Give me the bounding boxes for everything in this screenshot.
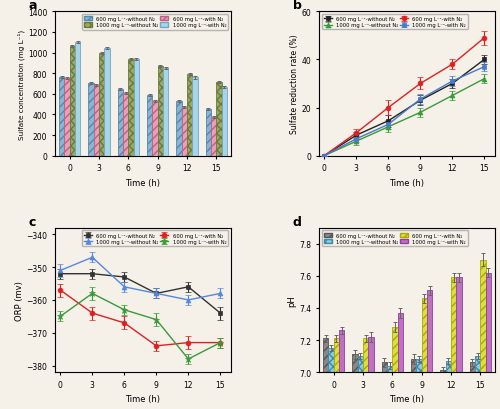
Bar (451, 278, 456, 409)
Legend: 600 mg L⁻¹-without N₂, 1000 mg L⁻¹-without N₂, 600 mg L⁻¹-with N₂, 1000 mg L⁻¹-w: 600 mg L⁻¹-without N₂, 1000 mg L⁻¹-witho… (82, 231, 229, 246)
Legend: 600 mg L⁻¹-without N₂, 1000 mg L⁻¹-without N₂, 600 mg L⁻¹-with N₂, 1000 mg L⁻¹-w: 600 mg L⁻¹-without N₂, 1000 mg L⁻¹-witho… (322, 231, 468, 246)
X-axis label: Time (h): Time (h) (390, 178, 424, 187)
Bar (339, 330, 344, 409)
Bar (475, 356, 480, 409)
X-axis label: Time (h): Time (h) (126, 394, 160, 403)
Bar (368, 337, 374, 409)
Bar (382, 363, 387, 409)
Bar (134, 60, 139, 156)
Bar (328, 348, 334, 409)
Bar (123, 93, 128, 156)
Y-axis label: Sulfate reduction rate (%): Sulfate reduction rate (%) (290, 35, 299, 134)
Bar (387, 366, 392, 409)
Bar (147, 96, 152, 156)
Bar (398, 313, 403, 409)
Bar (176, 102, 182, 156)
Bar (192, 78, 198, 156)
Y-axis label: Sulfate concentration (mg L⁻¹): Sulfate concentration (mg L⁻¹) (18, 29, 25, 139)
Bar (70, 47, 75, 156)
Bar (446, 361, 451, 409)
Text: b: b (292, 0, 302, 12)
Bar (206, 110, 211, 156)
Bar (128, 60, 134, 156)
Bar (99, 54, 104, 156)
Text: a: a (28, 0, 37, 12)
Bar (152, 102, 158, 156)
Bar (363, 339, 368, 409)
Bar (94, 85, 99, 156)
Bar (118, 90, 123, 156)
Y-axis label: ORP (mv): ORP (mv) (14, 280, 24, 320)
Bar (88, 84, 94, 156)
Bar (64, 79, 70, 156)
Bar (182, 108, 187, 156)
Bar (211, 117, 216, 156)
Bar (422, 299, 427, 409)
Bar (480, 260, 486, 409)
Bar (427, 291, 432, 409)
Bar (163, 69, 168, 156)
Legend: 600 mg L⁻¹-without N₂, 1000 mg L⁻¹-without N₂, 600 mg L⁻¹-with N₂, 1000 mg L⁻¹-w: 600 mg L⁻¹-without N₂, 1000 mg L⁻¹-witho… (82, 15, 229, 30)
X-axis label: Time (h): Time (h) (126, 178, 160, 187)
Bar (216, 83, 222, 156)
Bar (358, 356, 363, 409)
Bar (222, 88, 227, 156)
Bar (187, 74, 192, 156)
Bar (334, 339, 339, 409)
Bar (158, 67, 163, 156)
Bar (392, 327, 398, 409)
Text: c: c (28, 216, 36, 228)
Bar (352, 355, 358, 409)
Bar (470, 363, 475, 409)
Bar (416, 360, 422, 409)
Bar (323, 339, 328, 409)
Bar (411, 360, 416, 409)
Bar (75, 43, 80, 156)
Y-axis label: pH: pH (288, 294, 296, 306)
Bar (486, 273, 491, 409)
Bar (456, 278, 462, 409)
X-axis label: Time (h): Time (h) (390, 394, 424, 403)
Text: d: d (292, 216, 302, 228)
Bar (440, 371, 446, 409)
Bar (59, 78, 64, 156)
Legend: 600 mg L⁻¹-without N₂, 1000 mg L⁻¹-without N₂, 600 mg L⁻¹-with N₂, 1000 mg L⁻¹-w: 600 mg L⁻¹-without N₂, 1000 mg L⁻¹-witho… (322, 15, 468, 30)
Bar (104, 49, 110, 156)
